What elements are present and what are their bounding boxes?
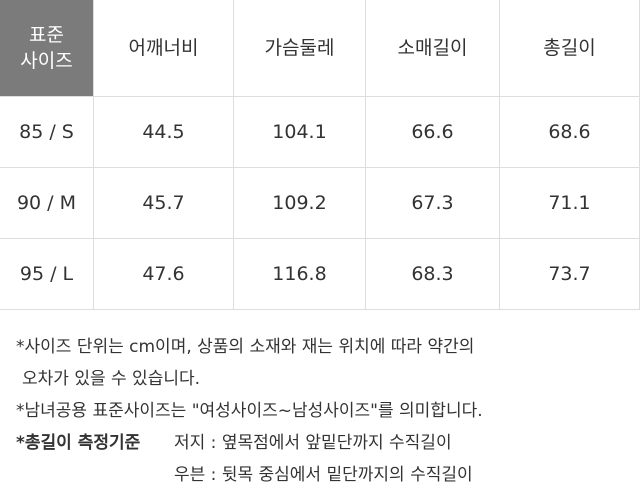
cell-text: 68.6 xyxy=(548,121,591,143)
cell-text: 총길이 xyxy=(543,37,596,59)
cell-text: 67.3 xyxy=(411,192,454,214)
note-line: *사이즈 단위는 cm이며, 상품의 소재와 재는 위치에 따라 약간의 xyxy=(16,337,475,357)
note-label: *총길이 측정기준 xyxy=(16,433,141,453)
cell-text: 109.2 xyxy=(272,192,327,214)
table-cell: 44.5 xyxy=(94,97,234,168)
table-cell: 104.1 xyxy=(234,97,366,168)
cell-text: 44.5 xyxy=(142,121,185,143)
note-line: 저지 : 옆목점에서 앞밑단까지 수직길이 xyxy=(174,433,452,453)
table-cell: 68.3 xyxy=(366,239,500,310)
table-cell: 67.3 xyxy=(366,168,500,239)
cell-text: 45.7 xyxy=(142,192,185,214)
cell-text: 104.1 xyxy=(272,121,327,143)
table-cell: 85 / S xyxy=(0,97,94,168)
header-cell: 소매길이 xyxy=(366,0,500,97)
table-cell: 73.7 xyxy=(500,239,640,310)
note-line: *남녀공용 표준사이즈는 "여성사이즈~남성사이즈"를 의미합니다. xyxy=(16,401,483,421)
table-cell: 116.8 xyxy=(234,239,366,310)
cell-text: 116.8 xyxy=(272,263,327,285)
table-cell: 66.6 xyxy=(366,97,500,168)
cell-text: 어깨너비 xyxy=(128,37,199,59)
cell-text: 가슴둘레 xyxy=(264,37,335,59)
cell-text: 66.6 xyxy=(411,121,454,143)
table-cell: 71.1 xyxy=(500,168,640,239)
table-cell: 68.6 xyxy=(500,97,640,168)
cell-text: 47.6 xyxy=(142,263,185,285)
cell-text: 사이즈 xyxy=(20,50,73,72)
table-cell: 45.7 xyxy=(94,168,234,239)
table-cell: 90 / M xyxy=(0,168,94,239)
header-cell: 총길이 xyxy=(500,0,640,97)
cell-text: 소매길이 xyxy=(397,37,468,59)
table-cell: 95 / L xyxy=(0,239,94,310)
header-cell: 어깨너비 xyxy=(94,0,234,97)
cell-text: 85 / S xyxy=(19,121,74,143)
cell-text: 90 / M xyxy=(16,192,77,214)
cell-text: 95 / L xyxy=(19,263,74,285)
cell-text: 73.7 xyxy=(548,263,591,285)
table-cell: 47.6 xyxy=(94,239,234,310)
note-line: 우븐 : 뒷목 중심에서 밑단까지의 수직길이 xyxy=(174,465,473,485)
table-cell: 109.2 xyxy=(234,168,366,239)
cell-text: 표준 xyxy=(29,24,64,46)
cell-text: 71.1 xyxy=(548,192,591,214)
header-cell: 가슴둘레 xyxy=(234,0,366,97)
note-line: 오차가 있을 수 있습니다. xyxy=(22,369,201,389)
cell-text: 68.3 xyxy=(411,263,454,285)
